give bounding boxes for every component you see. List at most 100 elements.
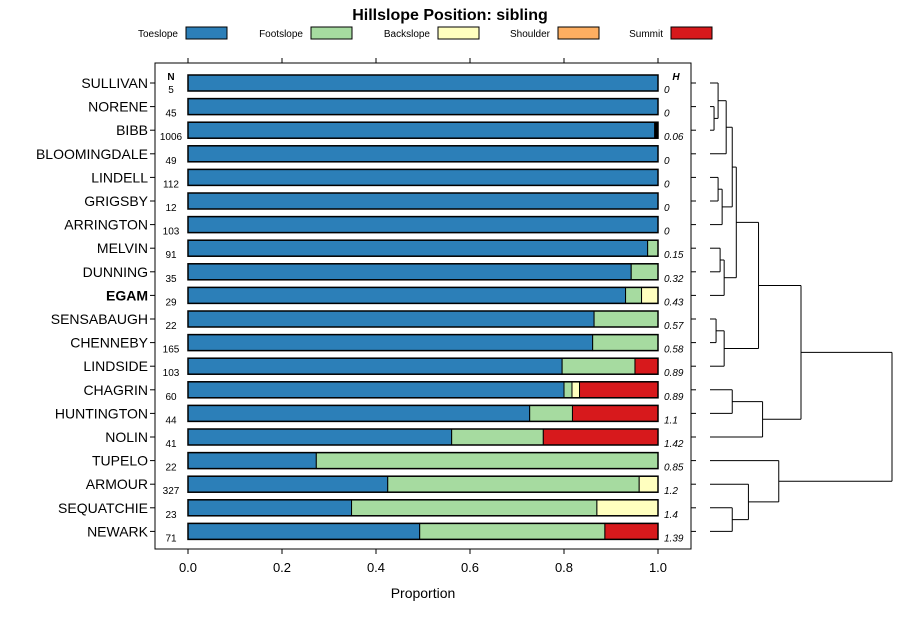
category-label: ARRINGTON xyxy=(64,217,148,233)
bar-segment xyxy=(647,239,659,257)
bar-segment xyxy=(419,522,606,540)
n-value: 44 xyxy=(165,415,177,426)
bar-segment xyxy=(638,475,659,493)
bar-segment xyxy=(187,381,565,399)
n-value: 23 xyxy=(165,510,177,521)
bar-segment xyxy=(187,286,627,304)
bar-outline xyxy=(187,404,659,423)
bar-segment xyxy=(596,499,659,517)
bar-segment xyxy=(187,404,531,422)
n-value: 41 xyxy=(165,439,177,450)
bar-segment xyxy=(187,121,656,139)
n-value: 12 xyxy=(165,203,177,214)
category-label: LINDSIDE xyxy=(83,358,148,374)
category-label: NOLIN xyxy=(105,429,148,445)
x-tick-label: 0.0 xyxy=(179,560,197,575)
bar-segment xyxy=(634,357,659,375)
category-label: BLOOMINGDALE xyxy=(36,146,148,162)
bar-segment xyxy=(187,145,659,163)
h-value: 0.15 xyxy=(664,250,684,261)
n-value: 103 xyxy=(163,227,180,238)
bar-outline xyxy=(187,74,659,92)
legend-swatch xyxy=(557,26,600,40)
category-label: DUNNING xyxy=(83,264,148,280)
bar-segment xyxy=(187,499,353,517)
n-value: 29 xyxy=(165,297,177,308)
bar-outline xyxy=(187,499,659,517)
h-value: 0 xyxy=(664,85,670,96)
n-value: 71 xyxy=(165,533,177,544)
h-value: 0.57 xyxy=(664,321,684,332)
bar-segment xyxy=(571,381,581,399)
legend-label: Summit xyxy=(629,29,663,40)
legend-label: Footslope xyxy=(259,29,303,40)
category-label: LINDELL xyxy=(91,169,148,185)
bar-outline xyxy=(187,475,659,493)
legend-label: Shoulder xyxy=(510,29,551,40)
n-value: 103 xyxy=(163,368,180,379)
bar-outline xyxy=(187,121,659,139)
bar-segment xyxy=(187,475,389,493)
h-value: 0 xyxy=(664,156,670,167)
bar-segment xyxy=(187,310,595,328)
h-value: 0 xyxy=(664,179,670,190)
bar-outline xyxy=(187,192,659,210)
category-label: BIBB xyxy=(116,122,148,138)
bar-outline xyxy=(187,168,659,187)
category-label: SEQUATCHIE xyxy=(58,500,148,516)
h-value: 0.85 xyxy=(664,463,684,474)
h-header: H xyxy=(672,72,680,83)
n-value: 22 xyxy=(165,463,177,474)
h-value: 1.1 xyxy=(664,415,678,426)
plot-frame xyxy=(154,62,692,550)
category-label: NORENE xyxy=(88,99,148,115)
bar-segment xyxy=(187,239,649,257)
bar-segment xyxy=(630,263,659,281)
category-label: EGAM xyxy=(106,287,148,303)
category-label: NEWARK xyxy=(87,523,149,539)
bar-outline xyxy=(187,428,659,446)
bar-segment xyxy=(563,381,573,399)
legend-swatch xyxy=(670,26,713,40)
bar-segment xyxy=(315,452,659,470)
bar-segment xyxy=(641,286,659,304)
x-tick-label: 0.4 xyxy=(367,560,385,575)
bar-segment xyxy=(593,310,659,328)
category-label: ARMOUR xyxy=(86,476,148,492)
bar-segment xyxy=(604,522,659,540)
bar-outline xyxy=(187,215,659,234)
category-label: CHENNEBY xyxy=(70,335,148,351)
bar-segment xyxy=(187,168,659,186)
bar-segment xyxy=(187,522,421,540)
bar-segment xyxy=(542,428,659,446)
n-header: N xyxy=(167,72,174,83)
bar-outline xyxy=(187,97,659,116)
bar-segment xyxy=(592,334,659,352)
n-value: 91 xyxy=(165,250,177,261)
bar-segment xyxy=(187,192,659,210)
n-value: 1006 xyxy=(160,132,183,143)
bar-outline xyxy=(187,333,659,352)
bar-segment xyxy=(187,357,563,375)
legend-label: Backslope xyxy=(384,29,431,40)
category-label: MELVIN xyxy=(97,240,148,256)
bar-segment xyxy=(187,263,632,281)
bar-segment xyxy=(451,428,544,446)
bar-segment xyxy=(187,428,453,446)
chart-title: Hillslope Position: sibling xyxy=(352,7,548,24)
bar-segment xyxy=(561,357,636,375)
bar-segment xyxy=(187,98,659,116)
x-tick-label: 0.8 xyxy=(555,560,573,575)
bar-segment xyxy=(351,499,598,517)
h-value: 0.32 xyxy=(664,274,684,285)
x-tick-label: 0.2 xyxy=(273,560,291,575)
category-label: SENSABAUGH xyxy=(51,311,148,327)
n-value: 112 xyxy=(163,179,179,190)
bar-outline xyxy=(187,286,659,305)
bar-segment xyxy=(625,286,643,304)
h-value: 0.89 xyxy=(664,392,684,403)
category-label: GRIGSBY xyxy=(84,193,148,209)
h-value: 0 xyxy=(664,109,670,120)
bar-outline xyxy=(187,263,659,281)
